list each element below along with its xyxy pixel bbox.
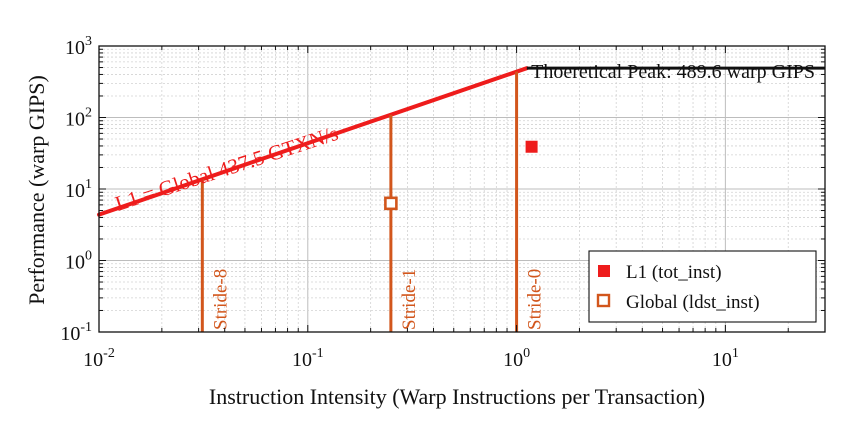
legend-box bbox=[588, 250, 817, 323]
legend: L1 (tot_inst) Global (ldst_inst) bbox=[588, 250, 817, 323]
legend-entry-global: Global (ldst_inst) bbox=[626, 292, 760, 313]
y-tick-label: 100 bbox=[65, 249, 92, 274]
stride-label: Stride-8 bbox=[210, 269, 231, 330]
axis-ticks bbox=[98, 45, 826, 333]
l1-data-point bbox=[525, 140, 538, 153]
x-tick-label: 101 bbox=[712, 346, 739, 371]
x-tick-label: 10-1 bbox=[292, 346, 324, 371]
global-data-point bbox=[384, 196, 398, 211]
legend-entry-l1: L1 (tot_inst) bbox=[626, 262, 722, 283]
y-axis-label: Performance (warp GIPS) bbox=[24, 75, 49, 305]
legend-marker-global bbox=[596, 293, 611, 308]
x-tick-label: 100 bbox=[503, 346, 530, 371]
roofline bbox=[97, 66, 825, 217]
legend-marker-l1 bbox=[598, 265, 610, 277]
bandwidth-roof-line bbox=[97, 66, 529, 217]
stride-label: Stride-0 bbox=[525, 269, 546, 330]
y-tick-label: 102 bbox=[65, 106, 92, 131]
data-points bbox=[384, 140, 538, 211]
y-tick-label: 10-1 bbox=[60, 320, 92, 345]
stride-lines: Stride-8 Stride-1 Stride-0 bbox=[200, 71, 546, 332]
peak-label: Thoeretical Peak: 489.6 warp GIPS bbox=[531, 61, 815, 83]
y-tick-label: 101 bbox=[65, 177, 92, 202]
y-tick-label: 103 bbox=[65, 34, 92, 59]
x-tick-label: 10-2 bbox=[83, 346, 115, 371]
stride-label: Stride-1 bbox=[399, 269, 420, 330]
x-axis-label: Instruction Intensity (Warp Instructions… bbox=[209, 384, 705, 409]
